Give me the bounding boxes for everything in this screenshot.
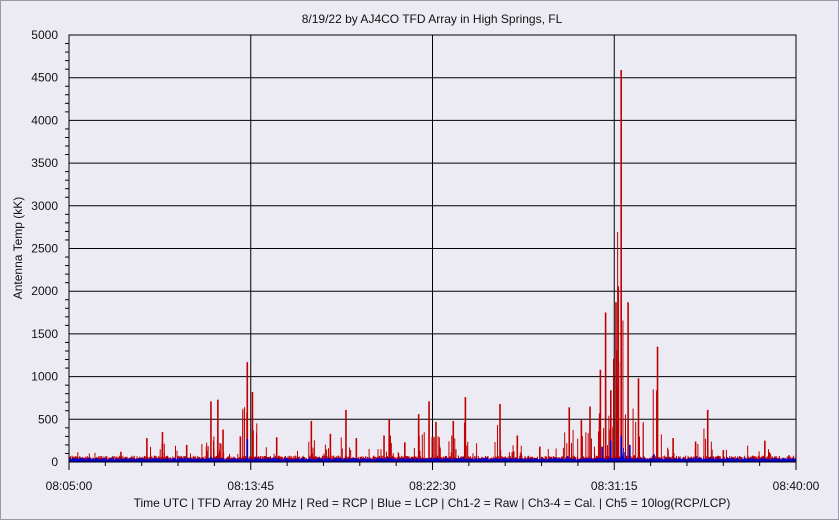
x-tick-label: 08:31:15 — [591, 479, 638, 493]
y-tick-label: 4000 — [31, 113, 58, 127]
plot-border — [68, 34, 797, 463]
grid — [68, 34, 797, 470]
y-tick-label: 2000 — [31, 284, 58, 298]
y-axis-label: Antenna Temp (kK) — [11, 197, 25, 300]
chart-title: 8/19/22 by AJ4CO TFD Array in High Sprin… — [302, 12, 563, 26]
x-tick-label: 08:40:00 — [773, 479, 820, 493]
y-tick-label: 3000 — [31, 199, 58, 213]
x-tick-label: 08:13:45 — [227, 479, 274, 493]
y-tick-label: 1500 — [31, 327, 58, 341]
x-tick-label: 08:05:00 — [46, 479, 93, 493]
minor-ticks — [65, 43, 761, 466]
y-tick-labels: 0 500 1000 1500 2000 2500 3000 3500 4000 4500 5000 — [31, 28, 58, 469]
y-tick-label: 2500 — [31, 242, 58, 256]
y-tick-label: 4500 — [31, 71, 58, 85]
y-tick-label: 0 — [51, 455, 58, 469]
y-tick-label: 5000 — [31, 28, 58, 42]
x-axis-label: Time UTC | TFD Array 20 MHz | Red = RCP … — [134, 496, 731, 510]
y-tick-label: 3500 — [31, 156, 58, 170]
y-tick-label: 500 — [38, 412, 58, 426]
x-tick-labels: 08:05:00 08:13:45 08:22:30 08:31:15 08:40:00 — [46, 479, 820, 493]
y-tick-label: 1000 — [31, 370, 58, 384]
x-tick-label: 08:22:30 — [409, 479, 456, 493]
